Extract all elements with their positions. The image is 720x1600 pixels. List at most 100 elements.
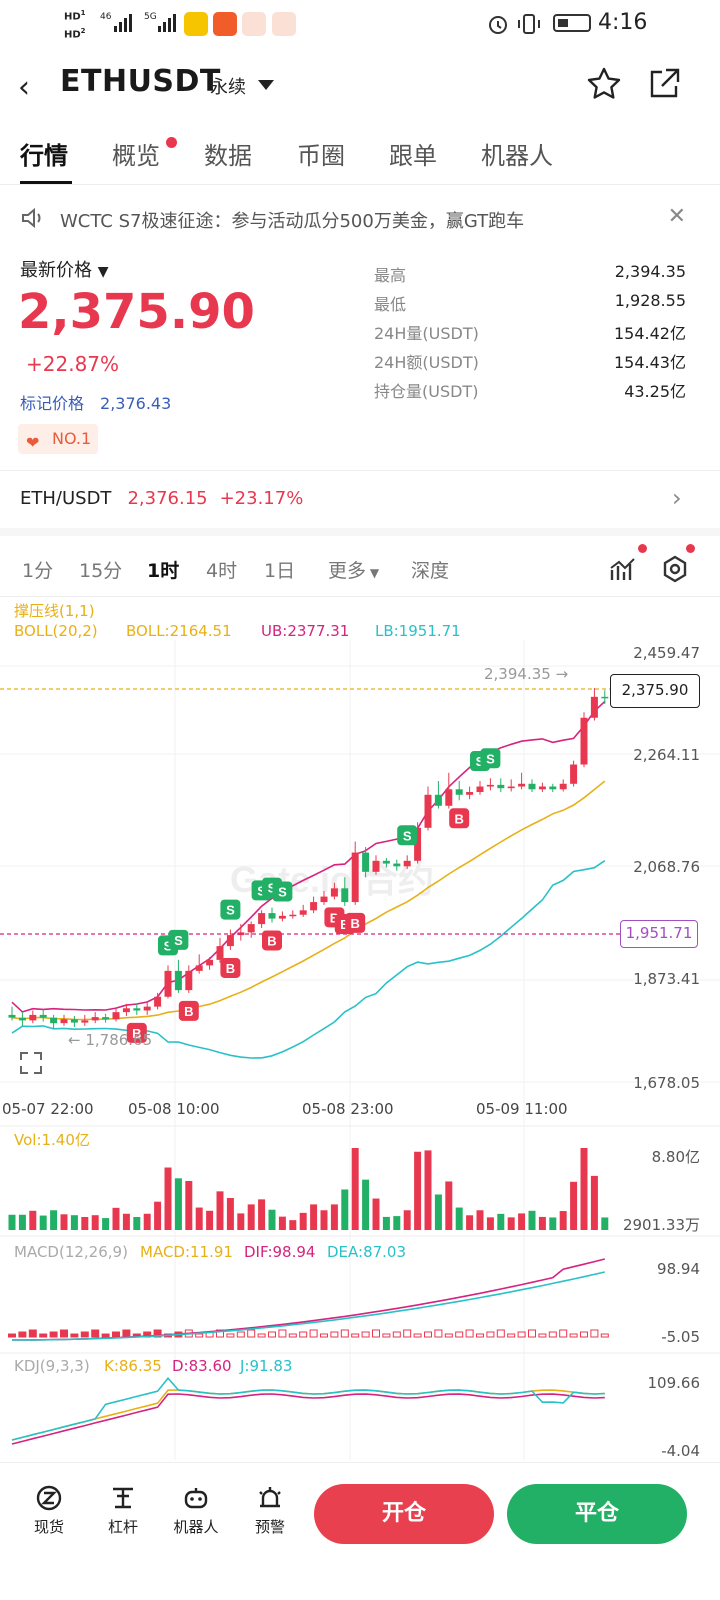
- mark-price-label: 标记价格: [20, 394, 85, 413]
- y-tick: 2,459.47: [633, 644, 700, 662]
- stat-row: 最高 2,394.35: [374, 262, 686, 285]
- timeframe-1d[interactable]: 1日: [264, 560, 296, 582]
- latest-price-label[interactable]: 最新价格 ▼: [20, 260, 109, 281]
- candle: [91, 1017, 99, 1021]
- candle: [403, 860, 411, 867]
- candle: [382, 860, 390, 864]
- macd-bar: [476, 1333, 484, 1338]
- volume-bar: [278, 1216, 286, 1230]
- battery-icon: [553, 14, 591, 32]
- current-price-tag[interactable]: 2,375.90: [610, 674, 700, 708]
- app-notification-icon: [213, 12, 237, 36]
- macd-bar: [444, 1333, 453, 1338]
- y-tick: 1,678.05: [633, 1074, 700, 1092]
- candle: [133, 1008, 141, 1011]
- nav-robot[interactable]: 机器人: [168, 1484, 224, 1537]
- star-icon[interactable]: [584, 64, 624, 104]
- share-icon[interactable]: [644, 64, 684, 104]
- x-tick: 05-09 11:00: [476, 1100, 568, 1118]
- nav-spot[interactable]: 现货: [21, 1484, 77, 1537]
- volume-bar: [268, 1209, 276, 1230]
- lb-price-tag: 1,951.71: [620, 920, 698, 948]
- kdj-tick: 109.66: [647, 1374, 701, 1392]
- candle: [486, 784, 494, 787]
- macd-bar: [257, 1333, 266, 1338]
- boll-lb-value: LB:1951.71: [375, 622, 461, 640]
- candle: [164, 970, 172, 997]
- rank-badge[interactable]: ❤ NO.1: [18, 424, 98, 454]
- x-tick: 05-07 22:00: [2, 1100, 94, 1118]
- volume-bar: [258, 1199, 266, 1230]
- buy-marker: [178, 1000, 199, 1021]
- volume-bar: [362, 1179, 370, 1230]
- volume-bar: [143, 1213, 151, 1230]
- dea-value: DEA:87.03: [327, 1243, 407, 1261]
- volume-tick: 2901.33万: [622, 1216, 700, 1234]
- macd-bar: [507, 1333, 516, 1338]
- sell-marker: [272, 881, 293, 902]
- candle: [434, 794, 442, 806]
- macd-bar: [548, 1331, 557, 1338]
- candle: [455, 789, 463, 795]
- timeframe-1h[interactable]: 1时: [147, 560, 180, 582]
- candle: [549, 786, 557, 790]
- macd-bar: [434, 1329, 443, 1338]
- dif-value: DIF:98.94: [244, 1243, 316, 1261]
- nav-alert[interactable]: 预警: [242, 1484, 298, 1537]
- tab-market[interactable]: 行情: [20, 142, 68, 170]
- contract-type-label[interactable]: 永续: [210, 77, 246, 98]
- close-icon[interactable]: ✕: [667, 204, 686, 229]
- overlay-label[interactable]: 撑压线(1,1): [14, 602, 95, 620]
- candle: [330, 888, 338, 897]
- marker-label: S: [164, 938, 173, 953]
- candle: [414, 827, 422, 861]
- tab-overview[interactable]: 概览: [112, 142, 160, 170]
- close-position-button[interactable]: 平仓: [507, 1484, 687, 1544]
- candle: [466, 792, 474, 795]
- tab-bots[interactable]: 机器人: [481, 142, 553, 170]
- fullscreen-icon[interactable]: [18, 1050, 44, 1076]
- candle: [154, 996, 162, 1007]
- candle: [528, 783, 536, 790]
- volume-bar: [39, 1215, 47, 1230]
- macd-bar: [278, 1329, 287, 1338]
- tab-data[interactable]: 数据: [204, 142, 252, 170]
- depth-tab[interactable]: 深度: [411, 560, 450, 582]
- back-icon[interactable]: ‹: [18, 70, 30, 105]
- timeframe-4h[interactable]: 4时: [206, 560, 238, 582]
- indicator-icon[interactable]: [608, 554, 638, 584]
- app-notification-icon: [184, 12, 208, 36]
- spot-pair-label: ETH/USDT: [20, 488, 112, 509]
- spot-pair-row[interactable]: ETH/USDT 2,376.15 +23.17%: [20, 488, 303, 509]
- macd-bar: [559, 1329, 568, 1338]
- nav-leverage[interactable]: 杠杆: [95, 1484, 151, 1537]
- macd-value: MACD:11.91: [140, 1243, 233, 1261]
- candle: [122, 1008, 130, 1013]
- macd-bar: [288, 1333, 297, 1338]
- macd-bar: [528, 1329, 536, 1338]
- page-title[interactable]: ETHUSDT: [60, 64, 221, 99]
- announcement-bar[interactable]: WCTC S7极速征途：参与活动瓜分500万美金，赢GT跑车 ✕: [20, 204, 700, 234]
- candle: [8, 1014, 16, 1018]
- volume-bar: [289, 1220, 297, 1230]
- volume-bar: [424, 1150, 432, 1230]
- timeframe-more[interactable]: 更多 ▼: [328, 560, 380, 582]
- tab-community[interactable]: 币圈: [297, 142, 345, 170]
- chevron-down-icon[interactable]: [258, 80, 274, 90]
- boll-label[interactable]: BOLL(20,2): [14, 622, 98, 640]
- y-tick: 2,264.11: [633, 746, 700, 764]
- chevron-right-icon[interactable]: ›: [672, 484, 682, 512]
- timeframe-15m[interactable]: 15分: [79, 560, 123, 582]
- leverage-icon: [113, 1487, 133, 1509]
- stat-row: 最低 1,928.55: [374, 291, 686, 314]
- tab-copy-trading[interactable]: 跟单: [389, 142, 437, 170]
- volume-tick: 8.80亿: [651, 1148, 700, 1166]
- volume-bar: [414, 1151, 422, 1230]
- settings-icon[interactable]: [660, 554, 690, 584]
- timeframe-1m[interactable]: 1分: [22, 560, 54, 582]
- macd-bar: [517, 1331, 526, 1338]
- candle: [50, 1017, 58, 1024]
- announcement-text[interactable]: WCTC S7极速征途：参与活动瓜分500万美金，赢GT跑车: [60, 211, 525, 232]
- open-position-button[interactable]: 开仓: [314, 1484, 494, 1544]
